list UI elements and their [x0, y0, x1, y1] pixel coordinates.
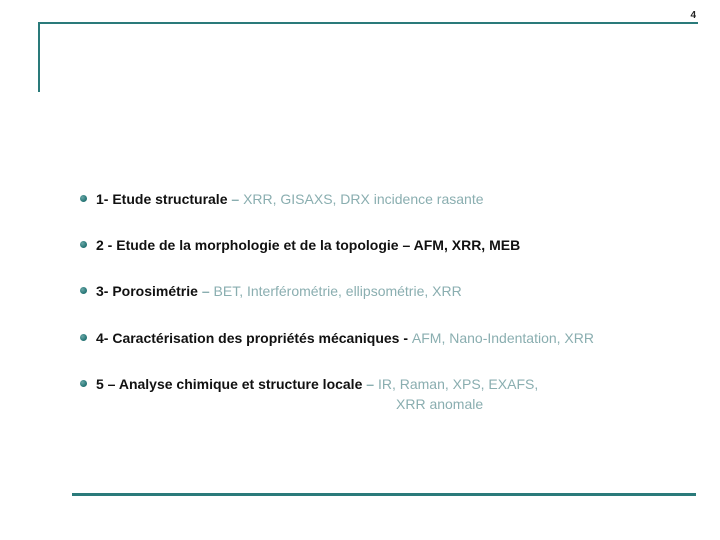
- item-title: 5 – Analyse chimique et structure locale: [96, 376, 362, 392]
- content-list: 1- Etude structurale – XRR, GISAXS, DRX …: [80, 190, 700, 413]
- bottom-border: [72, 493, 696, 496]
- bullet-icon: [80, 380, 87, 387]
- list-item: 2 - Etude de la morphologie et de la top…: [80, 236, 700, 254]
- item-title: 4- Caractérisation des propriétés mécani…: [96, 330, 399, 346]
- top-border: [38, 22, 698, 24]
- left-border: [38, 22, 40, 92]
- item-dash: –: [399, 237, 414, 253]
- page-number: 4: [690, 10, 696, 21]
- item-rest: BET, Interférométrie, ellipsométrie, XRR: [214, 283, 462, 299]
- item-rest: AFM, XRR, MEB: [414, 237, 521, 253]
- item-dash: –: [227, 191, 243, 207]
- bullet-icon: [80, 241, 87, 248]
- item-title: 1- Etude structurale: [96, 191, 227, 207]
- item-rest: AFM, Nano-Indentation, XRR: [412, 330, 594, 346]
- list-item: 3- Porosimétrie – BET, Interférométrie, …: [80, 282, 700, 300]
- list-item: 5 – Analyse chimique et structure locale…: [80, 375, 700, 413]
- item-rest: IR, Raman, XPS, EXAFS,: [378, 376, 538, 392]
- item-dash: –: [362, 376, 378, 392]
- item-title: 3- Porosimétrie: [96, 283, 198, 299]
- item-dash: –: [198, 283, 214, 299]
- list-item: 1- Etude structurale – XRR, GISAXS, DRX …: [80, 190, 700, 208]
- bullet-icon: [80, 287, 87, 294]
- bullet-icon: [80, 334, 87, 341]
- slide: 4 1- Etude structurale – XRR, GISAXS, DR…: [0, 0, 720, 540]
- bullet-icon: [80, 195, 87, 202]
- list-item: 4- Caractérisation des propriétés mécani…: [80, 329, 700, 347]
- item-rest: XRR, GISAXS, DRX incidence rasante: [243, 191, 483, 207]
- item-rest-line2: XRR anomale: [396, 395, 700, 413]
- item-dash: -: [399, 330, 411, 346]
- item-title: 2 - Etude de la morphologie et de la top…: [96, 237, 399, 253]
